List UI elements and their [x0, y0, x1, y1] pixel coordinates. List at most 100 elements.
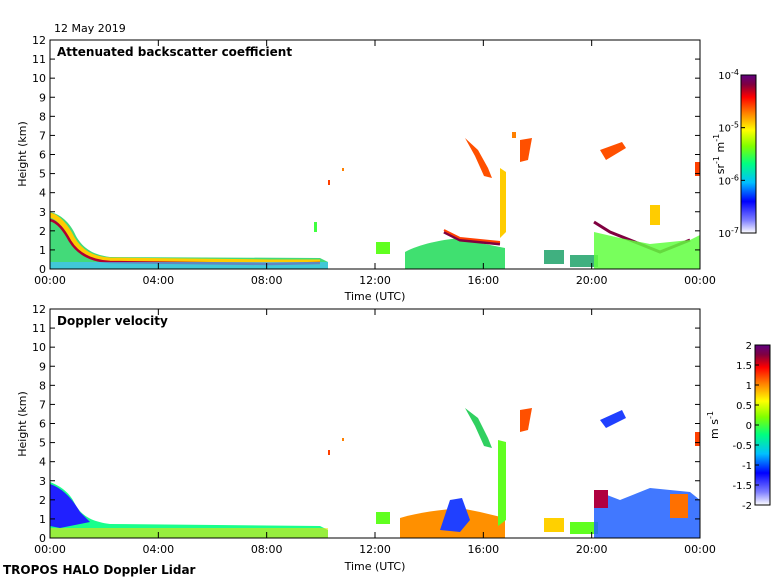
velocity-bl-base — [50, 528, 328, 538]
backscatter-patch — [376, 242, 390, 254]
y-tick-label: 9 — [39, 91, 46, 104]
backscatter-high-cloud — [600, 142, 626, 160]
velocity-patch — [670, 494, 688, 518]
x-tick-label: 00:00 — [34, 274, 66, 287]
velocity-x-ticks: 00:00 04:00 08:00 12:00 16:00 20:00 00:00 — [34, 309, 716, 556]
backscatter-cloud-band-halo — [443, 229, 501, 243]
backscatter-patch — [314, 222, 317, 232]
velocity-patch — [544, 518, 564, 532]
velocity-high-cloud — [600, 410, 626, 428]
x-tick-label: 12:00 — [359, 274, 391, 287]
colorbar-tick-label: 1.5 — [736, 361, 752, 372]
y-tick-label: 12 — [32, 34, 46, 47]
x-tick-label: 08:00 — [251, 543, 283, 556]
y-tick-label: 11 — [32, 322, 46, 335]
x-tick-label: 00:00 — [684, 543, 716, 556]
x-tick-label: 16:00 — [467, 543, 499, 556]
backscatter-virga — [500, 168, 506, 238]
backscatter-bl-top-core — [49, 218, 321, 266]
y-tick-label: 12 — [32, 303, 46, 316]
backscatter-ylabel: Height (km) — [16, 121, 29, 187]
backscatter-heatmap-data — [49, 132, 700, 269]
cb1-label-exp1: -1 — [712, 156, 721, 164]
backscatter-evening-layer — [594, 232, 700, 269]
x-tick-label: 08:00 — [251, 274, 283, 287]
backscatter-colorbar-label: sr-1 m-1 — [712, 134, 727, 174]
backscatter-patch — [544, 250, 564, 264]
y-tick-label: 11 — [32, 53, 46, 66]
y-tick-label: 10 — [32, 341, 46, 354]
y-tick-label: 10 — [32, 72, 46, 85]
backscatter-title: Attenuated backscatter coefficient — [57, 45, 292, 59]
y-tick-label: 8 — [39, 110, 46, 123]
colorbar-tick-label: 10-7 — [718, 226, 739, 240]
velocity-title: Doppler velocity — [57, 314, 168, 328]
colorbar-tick-label: 0.5 — [736, 401, 752, 412]
y-tick-label: 1 — [39, 244, 46, 257]
y-tick-label: 2 — [39, 494, 46, 507]
y-tick-label: 9 — [39, 360, 46, 373]
y-tick-label: 3 — [39, 475, 46, 488]
y-tick-label: 4 — [39, 456, 46, 469]
backscatter-patch — [650, 205, 660, 225]
velocity-patch — [695, 432, 700, 446]
colorbar-tick-label: 1 — [746, 381, 752, 392]
instrument-label: TROPOS HALO Doppler Lidar — [3, 563, 196, 577]
backscatter-patch — [512, 132, 516, 138]
x-tick-label: 20:00 — [576, 274, 608, 287]
backscatter-afternoon-layer — [405, 238, 505, 269]
velocity-colorbar-label: m s-1 — [706, 411, 721, 439]
velocity-patch — [570, 522, 598, 534]
y-tick-label: 0 — [39, 532, 46, 545]
y-tick-label: 5 — [39, 168, 46, 181]
colorbar-tick-label: 10-5 — [718, 121, 739, 135]
velocity-colorbar-ticks: 2 1.5 1 0.5 0 -0.5 -1 -1.5 -2 — [732, 341, 759, 512]
x-tick-label: 04:00 — [142, 274, 174, 287]
y-tick-label: 7 — [39, 398, 46, 411]
cb1-label-mid: m — [714, 142, 727, 156]
x-tick-label: 04:00 — [142, 543, 174, 556]
backscatter-bl-top-ribbon — [49, 212, 320, 265]
x-tick-label: 00:00 — [684, 274, 716, 287]
y-tick-label: 0 — [39, 263, 46, 276]
cb1-label-base: sr — [714, 163, 727, 174]
velocity-patch — [328, 450, 330, 455]
backscatter-high-cloud — [520, 138, 532, 162]
y-tick-label: 4 — [39, 187, 46, 200]
backscatter-patch — [695, 162, 700, 176]
velocity-heatmap-data — [50, 408, 700, 538]
velocity-patch — [376, 512, 390, 524]
date-label: 12 May 2019 — [54, 22, 126, 35]
y-tick-label: 7 — [39, 129, 46, 142]
velocity-virga — [498, 440, 506, 526]
velocity-high-cloud — [520, 408, 532, 432]
y-tick-label: 3 — [39, 206, 46, 219]
x-tick-label: 00:00 — [34, 543, 66, 556]
velocity-patch — [342, 438, 344, 441]
cb2-label-exp1: -1 — [706, 411, 715, 419]
colorbar-tick-label: 2 — [746, 341, 752, 352]
backscatter-xlabel: Time (UTC) — [344, 290, 406, 303]
y-tick-label: 8 — [39, 379, 46, 392]
velocity-xlabel: Time (UTC) — [344, 560, 406, 573]
cb2-label-base: m s — [708, 419, 721, 439]
x-tick-label: 20:00 — [576, 543, 608, 556]
backscatter-bl-base — [50, 262, 328, 269]
velocity-patch — [594, 490, 608, 508]
velocity-ylabel: Height (km) — [16, 391, 29, 457]
x-tick-label: 16:00 — [467, 274, 499, 287]
y-tick-label: 6 — [39, 418, 46, 431]
colorbar-tick-label: -1 — [742, 461, 752, 472]
colorbar-tick-label: 10-6 — [718, 173, 739, 187]
backscatter-x-ticks: 00:00 04:00 08:00 12:00 16:00 20:00 00:00 — [34, 40, 716, 287]
backscatter-colorbar-ticks: 10-4 10-5 10-6 10-7 — [718, 68, 745, 240]
backscatter-high-cloud — [465, 138, 492, 178]
cb1-label-exp2: -1 — [712, 134, 721, 142]
velocity-bl-updraft — [50, 484, 90, 528]
backscatter-colorbar — [740, 74, 757, 234]
colorbar-tick-label: 0 — [746, 421, 752, 432]
